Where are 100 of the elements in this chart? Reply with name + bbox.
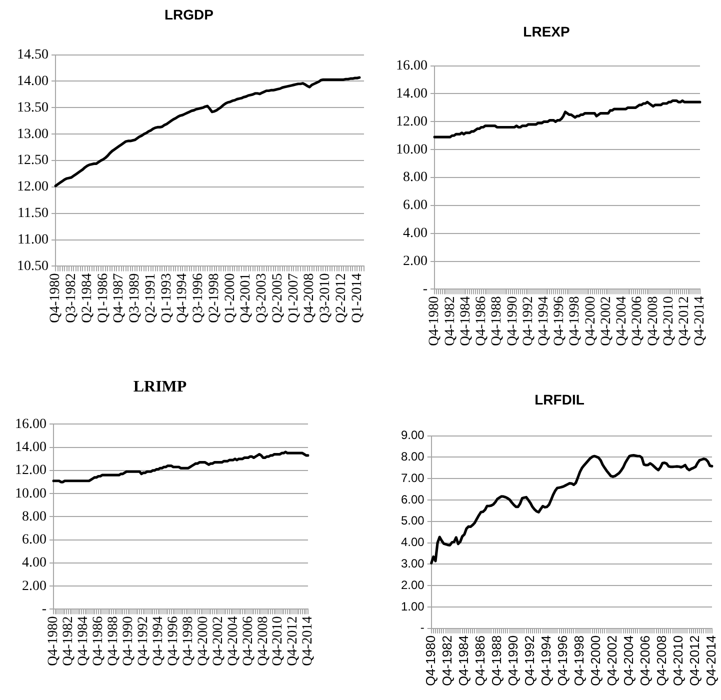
x-tick-label: Q3-1996 xyxy=(191,273,206,324)
x-tick-label: Q1-2007 xyxy=(286,273,302,324)
y-tick-label: 13.50 xyxy=(17,100,48,116)
x-tick-label: Q4-1986 xyxy=(472,635,488,686)
x-tick-label: Q4-1996 xyxy=(166,616,181,666)
x-tick-label: Q4-1988 xyxy=(106,616,122,666)
x-tick-label: Q4-2000 xyxy=(588,635,604,686)
x-tick-label: Q4-2014 xyxy=(300,616,316,666)
x-tick-label: Q4-2012 xyxy=(687,635,702,686)
x-tick-label: Q1-2000 xyxy=(222,273,238,324)
x-tick-label: Q4-2012 xyxy=(286,616,301,666)
x-tick-label: Q4-2002 xyxy=(210,616,226,666)
x-tick-label: Q4-2008 xyxy=(256,616,271,666)
x-tick-label: Q4-2002 xyxy=(604,635,620,686)
x-tick-label: Q4-1986 xyxy=(474,296,490,346)
y-tick-label: 12.00 xyxy=(396,114,428,130)
x-tick-label: Q4-1982 xyxy=(442,296,458,346)
x-tick-label: Q4-2014 xyxy=(692,296,708,346)
y-tick-label: 3.00 xyxy=(400,556,425,571)
x-tick-label: Q4-1990 xyxy=(121,616,136,666)
x-tick-label: Q4-1984 xyxy=(456,635,471,686)
y-tick-label: - xyxy=(420,620,424,635)
x-tick-label: Q4-1994 xyxy=(538,635,554,686)
y-tick-label: 2.00 xyxy=(400,578,425,592)
y-tick-label: 8.00 xyxy=(22,509,46,524)
y-tick-label: 13.00 xyxy=(17,126,48,142)
x-tick-label: Q4-1982 xyxy=(439,635,454,686)
x-tick-label: Q4-1996 xyxy=(552,296,568,346)
y-tick-label: 4.00 xyxy=(403,226,428,242)
y-tick-label: 11.50 xyxy=(18,206,48,222)
x-tick-label: Q4-1998 xyxy=(572,635,587,686)
x-tick-label: Q4-1988 xyxy=(488,635,504,686)
x-tick-label: Q2-1991 xyxy=(143,273,158,324)
y-tick-label: 12.00 xyxy=(17,180,48,195)
x-tick-label: Q4-2010 xyxy=(670,635,686,686)
y-tick-label: 10.50 xyxy=(17,258,48,274)
y-tick-label: 14.00 xyxy=(396,86,428,102)
y-tick-label: 4.00 xyxy=(400,535,425,550)
x-tick-label: Q4-1982 xyxy=(61,616,76,666)
x-tick-label: Q4-2008 xyxy=(302,273,318,324)
x-tick-label: Q4-1990 xyxy=(505,296,520,346)
y-tick-label: 14.00 xyxy=(17,74,48,89)
x-tick-label: Q4-2000 xyxy=(583,296,598,346)
y-tick-label: 7.00 xyxy=(400,470,425,485)
y-tick-label: 10.00 xyxy=(15,486,46,502)
x-tick-label: Q4-1984 xyxy=(76,616,92,666)
x-tick-label: Q4-1994 xyxy=(150,616,166,666)
x-tick-label: Q4-1980 xyxy=(48,273,64,324)
x-tick-label: Q4-2004 xyxy=(621,635,636,686)
y-tick-label: 11.00 xyxy=(18,232,48,248)
y-tick-label: 16.00 xyxy=(15,416,46,432)
x-tick-label: Q4-2004 xyxy=(226,616,241,666)
x-tick-label: Q4-1992 xyxy=(136,616,151,666)
x-tick-label: Q4-2000 xyxy=(196,616,211,666)
x-tick-label: Q4-1980 xyxy=(422,635,438,686)
x-tick-label: Q3-1982 xyxy=(64,273,80,324)
y-tick-label: 1.00 xyxy=(400,599,425,614)
y-tick-label: - xyxy=(42,602,47,617)
chart-title: LRFDIL xyxy=(534,391,585,408)
y-tick-label: 6.00 xyxy=(22,532,46,548)
x-tick-label: Q3-2010 xyxy=(318,273,334,324)
x-tick-label: Q3-1989 xyxy=(128,273,143,324)
x-tick-label: Q4-1980 xyxy=(427,296,442,346)
x-tick-label: Q4-1996 xyxy=(555,635,570,686)
y-tick-label: 6.00 xyxy=(400,492,425,506)
y-tick-label: 6.00 xyxy=(403,198,428,214)
x-tick-label: Q1-2014 xyxy=(350,273,365,324)
x-tick-label: Q4-1990 xyxy=(505,635,520,686)
x-tick-label: Q4-1994 xyxy=(536,296,552,346)
y-tick-label: 9.00 xyxy=(400,428,425,442)
y-tick-label: 4.00 xyxy=(22,556,46,571)
x-tick-label: Q4-1984 xyxy=(458,296,474,346)
y-tick-label: 14.00 xyxy=(15,440,46,455)
x-tick-label: Q4-1980 xyxy=(46,616,62,666)
x-tick-label: Q4-2002 xyxy=(598,296,614,346)
chart-title: LRGDP xyxy=(164,6,214,22)
x-tick-label: Q4-2012 xyxy=(677,296,692,346)
y-tick-label: 5.00 xyxy=(400,514,425,528)
x-tick-label: Q4-1987 xyxy=(112,273,127,324)
x-tick-label: Q4-2010 xyxy=(270,616,286,666)
x-tick-label: Q4-2008 xyxy=(654,635,670,686)
y-tick-label: 2.00 xyxy=(22,578,46,594)
x-tick-label: Q4-1986 xyxy=(91,616,106,666)
x-tick-label: Q2-1984 xyxy=(80,273,95,324)
y-tick-label: 2.00 xyxy=(403,254,428,269)
x-tick-label: Q4-1988 xyxy=(490,296,505,346)
x-tick-label: Q4-1994 xyxy=(175,273,190,324)
y-tick-label: 12.00 xyxy=(15,463,46,478)
x-tick-label: Q4-2014 xyxy=(704,635,719,686)
chart-title: LREXP xyxy=(523,23,570,40)
x-tick-label: Q4-2004 xyxy=(614,296,630,346)
x-tick-label: Q2-1998 xyxy=(206,273,222,324)
x-tick-label: Q2-2012 xyxy=(334,273,349,324)
y-tick-label: 10.00 xyxy=(396,142,428,158)
y-tick-label: - xyxy=(422,282,428,297)
x-tick-label: Q4-1998 xyxy=(568,296,583,346)
x-tick-label: Q4-2008 xyxy=(646,296,661,346)
x-tick-label: Q4-2010 xyxy=(661,296,676,346)
x-tick-label: Q4-2006 xyxy=(240,616,256,666)
x-tick-label: Q4-2006 xyxy=(638,635,653,686)
